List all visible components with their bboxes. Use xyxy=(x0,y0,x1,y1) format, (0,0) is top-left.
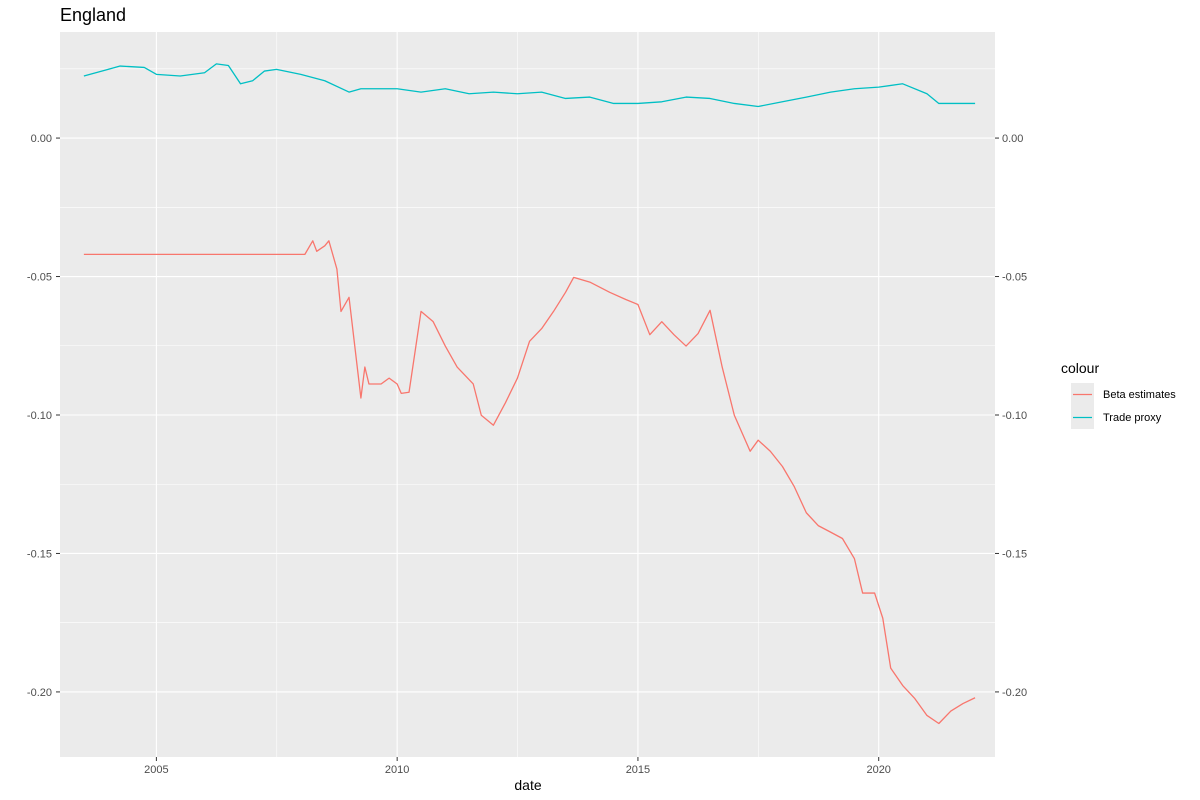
legend-title: colour xyxy=(1061,360,1099,376)
grid-major xyxy=(60,32,995,757)
x-axis-label: date xyxy=(514,777,541,793)
series-line-1 xyxy=(83,63,976,108)
x-tick-label: 2005 xyxy=(144,764,168,776)
legend-label: Trade proxy xyxy=(1103,412,1162,424)
y-tick-label-left: 0.00 xyxy=(31,133,52,145)
chart-title: England xyxy=(60,5,126,25)
series-layer xyxy=(83,63,976,725)
legend-items: Beta estimates Trade proxy xyxy=(1071,383,1176,429)
y-tick-label-left: -0.05 xyxy=(27,272,52,284)
series-line-0 xyxy=(83,240,976,725)
y-tick-label-left: -0.15 xyxy=(27,548,52,560)
y-tick-label-right: -0.05 xyxy=(1002,272,1027,284)
y-tick-label-right: -0.20 xyxy=(1002,687,1027,699)
y-tick-label-left: -0.20 xyxy=(27,687,52,699)
x-tick-label: 2010 xyxy=(385,764,409,776)
plot-panel xyxy=(60,32,995,757)
y-axis-right: 0.00 -0.05 -0.10 -0.15 -0.20 xyxy=(995,133,1027,699)
y-axis-left: 0.00 -0.05 -0.10 -0.15 -0.20 xyxy=(27,133,60,699)
y-tick-label-left: -0.10 xyxy=(27,410,52,422)
y-tick-label-right: -0.15 xyxy=(1002,548,1027,560)
x-tick-label: 2020 xyxy=(866,764,890,776)
x-tick-label: 2015 xyxy=(626,764,650,776)
x-axis: 2005 2010 2015 2020 xyxy=(144,757,891,776)
y-tick-label-right: -0.10 xyxy=(1002,410,1027,422)
y-tick-label-right: 0.00 xyxy=(1002,133,1023,145)
legend-label: Beta estimates xyxy=(1103,389,1176,401)
legend: colour Beta estimates Trade proxy xyxy=(1061,360,1176,429)
